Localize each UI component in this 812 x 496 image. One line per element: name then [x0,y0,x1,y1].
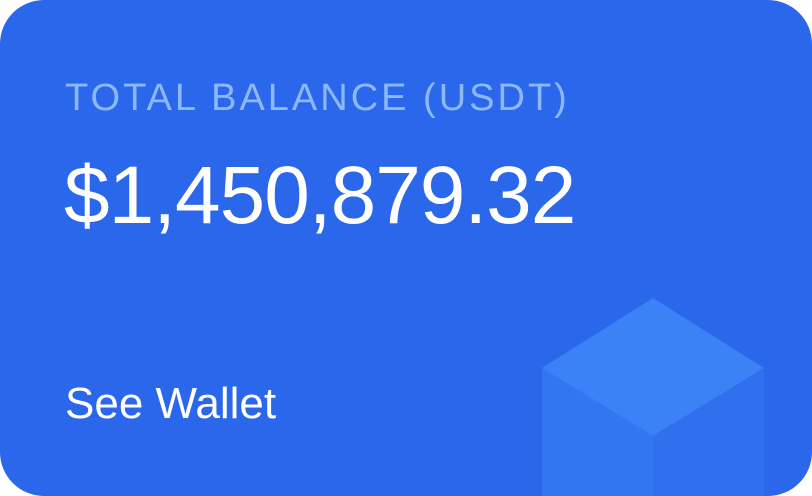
cube-icon [542,298,764,496]
cube-left-face [542,368,653,496]
see-wallet-link[interactable]: See Wallet [65,379,277,428]
balance-amount: $1,450,879.32 [64,150,576,241]
cube-top-face [542,298,764,436]
cube-right-face [653,368,764,496]
balance-label: TOTAL BALANCE (USDT) [65,77,570,119]
